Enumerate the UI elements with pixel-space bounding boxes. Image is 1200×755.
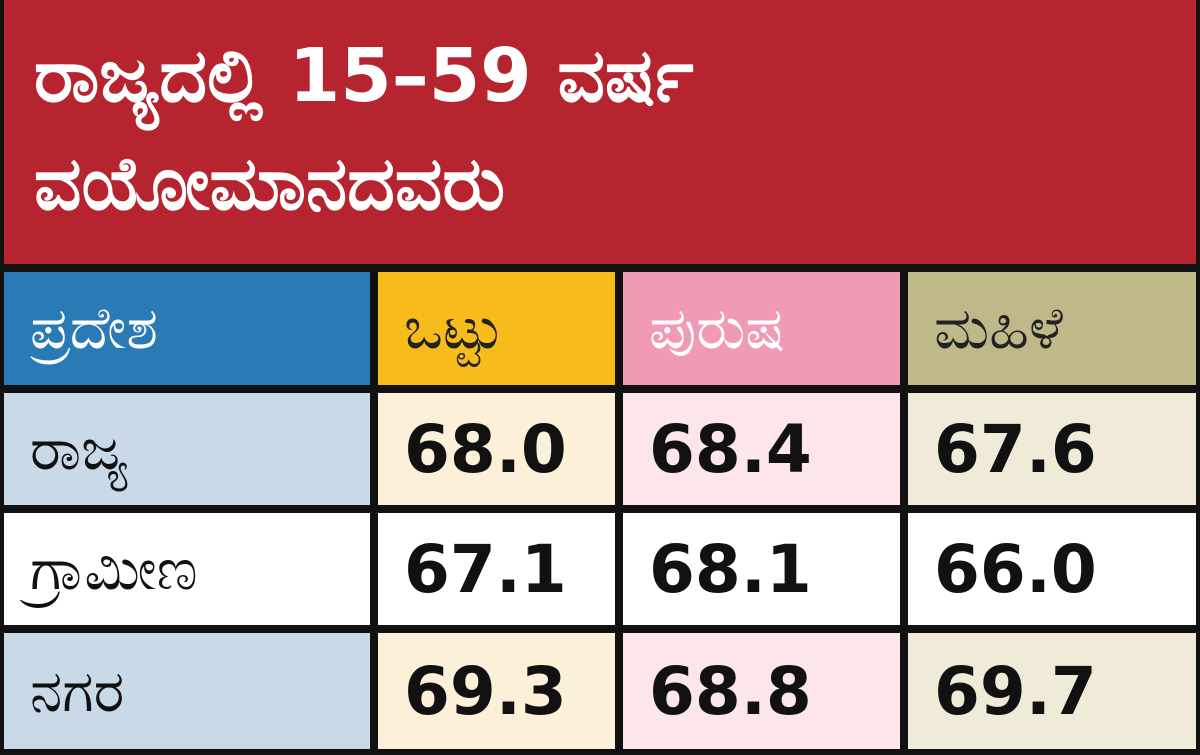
row-label: ರಾಜ್ಯ: [4, 393, 370, 505]
column-header: ಪುರುಷ: [623, 272, 900, 385]
value-cell: 67.6: [908, 393, 1196, 505]
title-banner: ರಾಜ್ಯದಲ್ಲಿ 15–59 ವರ್ಷ ವಯೋಮಾನದವರು: [4, 0, 1196, 264]
row-label: ನಗರ: [4, 633, 370, 749]
value-cell: 68.8: [623, 633, 900, 749]
value-cell: 68.0: [378, 393, 615, 505]
value-cell: 67.1: [378, 513, 615, 625]
value-cell: 68.4: [623, 393, 900, 505]
value-cell: 69.7: [908, 633, 1196, 749]
column-header: ಪ್ರದೇಶ: [4, 272, 370, 385]
row-label: ಗ್ರಾಮೀಣ: [4, 513, 370, 625]
value-cell: 66.0: [908, 513, 1196, 625]
value-cell: 68.1: [623, 513, 900, 625]
title-line: ವಯೋಮಾನದವರು: [34, 141, 506, 227]
column-header: ಒಟ್ಟು: [378, 272, 615, 385]
column-header: ಮಹಿಳೆ: [908, 272, 1196, 385]
value-cell: 69.3: [378, 633, 615, 749]
title-line: ರಾಜ್ಯದಲ್ಲಿ 15–59 ವರ್ಷ: [34, 33, 694, 119]
